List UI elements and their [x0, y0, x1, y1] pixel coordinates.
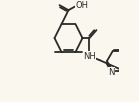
Text: NH: NH: [83, 52, 96, 61]
Text: OH: OH: [75, 1, 89, 10]
Text: N: N: [108, 68, 114, 76]
